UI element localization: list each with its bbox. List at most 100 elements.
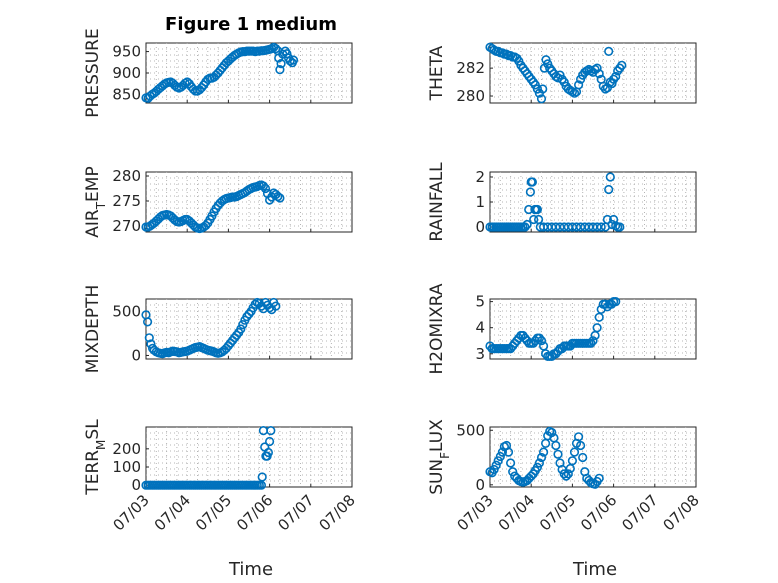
data-point [567, 456, 578, 466]
data-point [238, 320, 248, 330]
data-point [525, 187, 536, 197]
data-point [561, 471, 571, 481]
figure-title: Figure 1 medium [165, 14, 337, 35]
data-point [503, 447, 514, 457]
data-point [594, 473, 604, 483]
data-point [520, 222, 530, 232]
data-point [617, 60, 627, 70]
data-point [569, 88, 580, 98]
subplot-5: 3 4 5 H2OMIXRA [427, 283, 697, 375]
subplot-3: 0 1 2 RAINFALL [427, 162, 697, 242]
data-point [536, 452, 547, 463]
y-tick-label: 2 [475, 168, 485, 186]
data-point [592, 323, 602, 333]
data-point [266, 426, 276, 436]
y-tick-label: 280 [112, 167, 141, 185]
subplot-1: 280 282 THETA [427, 42, 697, 105]
y-tick-label: 0 [475, 476, 485, 494]
x-tick-label: 07/03 [454, 491, 497, 534]
data-point [497, 447, 508, 457]
data-point [541, 55, 551, 65]
data-point [508, 467, 518, 477]
data-point [536, 94, 547, 104]
data-point [602, 214, 613, 225]
data-point [569, 447, 580, 457]
data-point [271, 43, 281, 54]
y-tick-label: 0 [131, 476, 141, 494]
subplot-6: 0100200TERRMSL07/0307/0407/0507/0607/070… [83, 419, 359, 535]
x-tick-label: 07/05 [192, 491, 235, 534]
x-tick-label: 07/07 [274, 491, 317, 534]
data-point [573, 80, 584, 90]
data-point [257, 472, 267, 482]
y-axis-label: TERRMSL [83, 419, 108, 496]
data-point [596, 222, 606, 232]
data-point [605, 172, 615, 182]
y-tick-label: 100 [112, 458, 141, 476]
data-point [534, 333, 545, 343]
subplot-7: 0 500SUNFLUX07/0307/0407/0507/0607/0707/0… [427, 419, 703, 535]
data-point [586, 338, 596, 348]
y-tick-label: 850 [112, 85, 141, 103]
data-point [276, 58, 286, 69]
data-point [563, 469, 573, 479]
data-point [536, 336, 547, 346]
data-point [493, 456, 503, 466]
data-point [529, 214, 539, 225]
data-point [188, 84, 198, 94]
x-tick-label: 07/06 [233, 491, 276, 534]
x-tick-label: 07/04 [495, 491, 538, 534]
data-point [607, 78, 617, 89]
data-point [538, 447, 549, 457]
y-tick-label: 0 [475, 218, 485, 236]
data-point [527, 177, 538, 187]
y-axis-label: MIXDEPTH [83, 285, 103, 374]
y-tick-label: 950 [112, 43, 141, 61]
data-point [143, 317, 153, 327]
x-tick-label: 07/05 [536, 491, 579, 534]
data-point [573, 432, 584, 442]
data-point [489, 464, 499, 475]
data-point [615, 222, 625, 232]
y-tick-label: 280 [456, 87, 485, 105]
data-point [594, 69, 604, 79]
data-point [275, 64, 285, 75]
y-tick-label: 500 [456, 421, 485, 439]
axes-box [145, 426, 353, 488]
data-point [271, 301, 281, 311]
data-point [250, 299, 260, 309]
x-axis-label-right: Time [572, 559, 617, 580]
data-point [588, 336, 598, 346]
data-point [532, 204, 543, 215]
subplot-0: 850 900 950 PRESSURE [83, 28, 353, 118]
data-point [559, 469, 569, 479]
data-point [495, 451, 505, 462]
y-tick-label: 3 [475, 345, 485, 363]
y-axis-label: SUNFLUX [427, 419, 452, 495]
data-point [201, 220, 211, 231]
data-point [244, 309, 254, 319]
y-tick-label: 900 [112, 64, 141, 82]
y-tick-label: 5 [475, 293, 485, 311]
y-tick-label: 4 [475, 319, 485, 337]
data-point [538, 84, 548, 94]
y-tick-label: 275 [112, 192, 141, 210]
data-point [260, 183, 271, 194]
data-point [506, 458, 516, 468]
y-axis-label: PRESSURE [83, 28, 103, 117]
x-tick-label: 07/03 [110, 491, 153, 534]
y-axis-label: H2OMIXRA [427, 283, 447, 374]
data-point [532, 462, 543, 473]
data-point [144, 333, 154, 343]
data-point [611, 71, 621, 82]
data-point [551, 440, 561, 451]
data-point [611, 297, 621, 307]
y-axis-label: THETA [427, 45, 447, 101]
x-tick-label: 07/04 [151, 491, 194, 534]
subplot-4: 0 500 MIXDEPTH [83, 285, 353, 374]
data-point [258, 181, 269, 191]
data-point [263, 447, 274, 458]
x-axis-label-left: Time [228, 559, 273, 580]
